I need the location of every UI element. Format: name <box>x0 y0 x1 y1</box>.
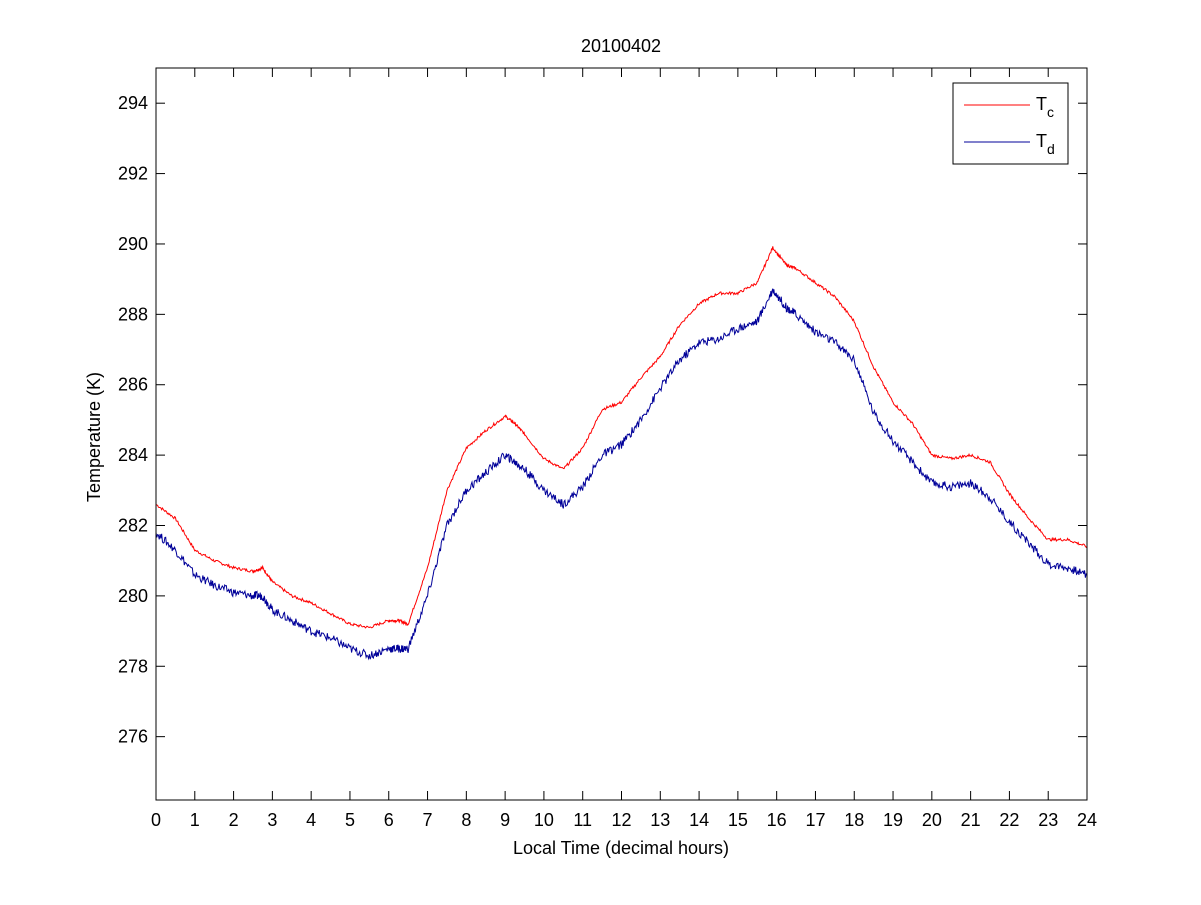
x-tick-label: 3 <box>267 810 277 830</box>
series-line-tc <box>155 246 1088 629</box>
x-tick-label: 10 <box>534 810 554 830</box>
y-tick-label: 278 <box>118 656 148 676</box>
x-tick-label: 16 <box>767 810 787 830</box>
y-tick-label: 294 <box>118 93 148 113</box>
legend-label-td-main: T <box>1036 131 1047 151</box>
x-tick-label: 21 <box>961 810 981 830</box>
y-tick-label: 276 <box>118 727 148 747</box>
x-axis: 0 1 2 3 4 5 6 7 8 9 10 11 12 13 14 15 16 17 18 19 20 21 22 23 24 <box>151 68 1097 830</box>
x-tick-label: 5 <box>345 810 355 830</box>
x-tick-label: 20 <box>922 810 942 830</box>
x-tick-label: 1 <box>190 810 200 830</box>
x-tick-label: 12 <box>611 810 631 830</box>
y-tick-label: 292 <box>118 164 148 184</box>
legend-label-tc-sub: c <box>1047 104 1054 120</box>
x-tick-label: 17 <box>805 810 825 830</box>
x-axis-label: Local Time (decimal hours) <box>513 838 729 858</box>
legend: Tc Td <box>952 82 1069 165</box>
legend-label-td-sub: d <box>1047 141 1055 157</box>
legend-label-tc-main: T <box>1036 94 1047 114</box>
x-tick-label: 22 <box>999 810 1019 830</box>
chart-title: 20100402 <box>581 36 661 56</box>
y-tick-label: 286 <box>118 375 148 395</box>
x-tick-label: 18 <box>844 810 864 830</box>
x-tick-label: 2 <box>229 810 239 830</box>
x-tick-label: 19 <box>883 810 903 830</box>
y-tick-label: 280 <box>118 586 148 606</box>
x-tick-label: 6 <box>384 810 394 830</box>
x-tick-label: 4 <box>306 810 316 830</box>
legend-label-tc: Tc <box>1036 94 1054 120</box>
y-axis: 276 278 280 282 284 286 288 290 292 294 <box>118 93 1087 747</box>
x-tick-label: 14 <box>689 810 709 830</box>
x-tick-label: 15 <box>728 810 748 830</box>
y-tick-label: 290 <box>118 234 148 254</box>
x-tick-label: 11 <box>573 810 592 830</box>
x-tick-label: 0 <box>151 810 161 830</box>
x-tick-label: 23 <box>1038 810 1058 830</box>
legend-label-td: Td <box>1036 131 1055 157</box>
legend-box <box>952 82 1069 165</box>
x-tick-label: 24 <box>1077 810 1097 830</box>
plot-area <box>156 68 1087 800</box>
series-line-td <box>155 288 1088 661</box>
y-tick-label: 288 <box>118 304 148 324</box>
x-tick-label: 7 <box>423 810 433 830</box>
series-layer <box>155 246 1088 661</box>
x-tick-label: 9 <box>500 810 510 830</box>
x-tick-label: 13 <box>650 810 670 830</box>
y-tick-label: 284 <box>118 445 148 465</box>
y-tick-label: 282 <box>118 516 148 536</box>
x-tick-label: 8 <box>461 810 471 830</box>
y-axis-label: Temperature (K) <box>84 372 104 502</box>
